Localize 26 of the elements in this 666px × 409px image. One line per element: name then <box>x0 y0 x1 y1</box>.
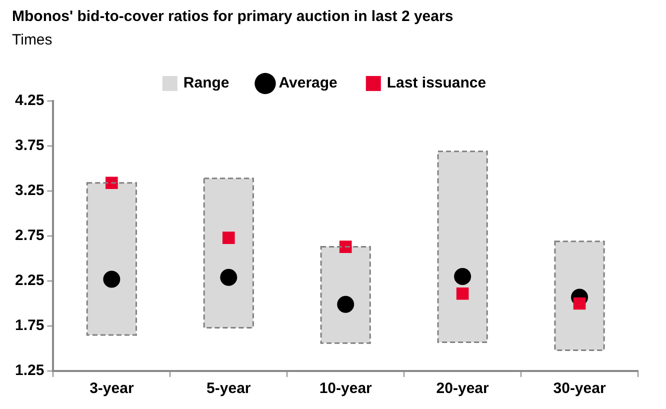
legend-label: Average <box>278 74 338 92</box>
x-tick-label: 3-year <box>90 380 134 398</box>
x-tick-label: 5-year <box>206 380 251 398</box>
y-tick-label: 3.25 <box>14 182 44 200</box>
y-tick-label: 3.75 <box>14 137 44 154</box>
point <box>103 270 120 288</box>
point <box>337 296 354 313</box>
legend-label: Last issuance <box>386 74 486 92</box>
point <box>222 232 235 244</box>
x-tick-label: 30-year <box>553 380 606 398</box>
point <box>106 176 118 190</box>
x-tick-label: 20-year <box>436 380 489 398</box>
point <box>456 287 469 300</box>
legend-label: Range <box>183 74 230 92</box>
point <box>339 240 352 253</box>
y-axis-title: Times <box>12 32 52 49</box>
y-tick-label: 2.75 <box>14 227 44 244</box>
point <box>454 268 472 285</box>
y-tick-label: 4.25 <box>14 92 44 110</box>
point <box>573 297 586 310</box>
x-tick-label: 10-year <box>319 380 372 398</box>
y-tick-label: 1.25 <box>14 362 44 380</box>
point <box>220 268 238 286</box>
y-tick-label: 2.25 <box>14 272 44 290</box>
y-tick-label: 1.75 <box>14 317 44 334</box>
chart-title: Mbonos' bid-to-cover ratios for primary auction in last 2 years <box>12 8 454 26</box>
